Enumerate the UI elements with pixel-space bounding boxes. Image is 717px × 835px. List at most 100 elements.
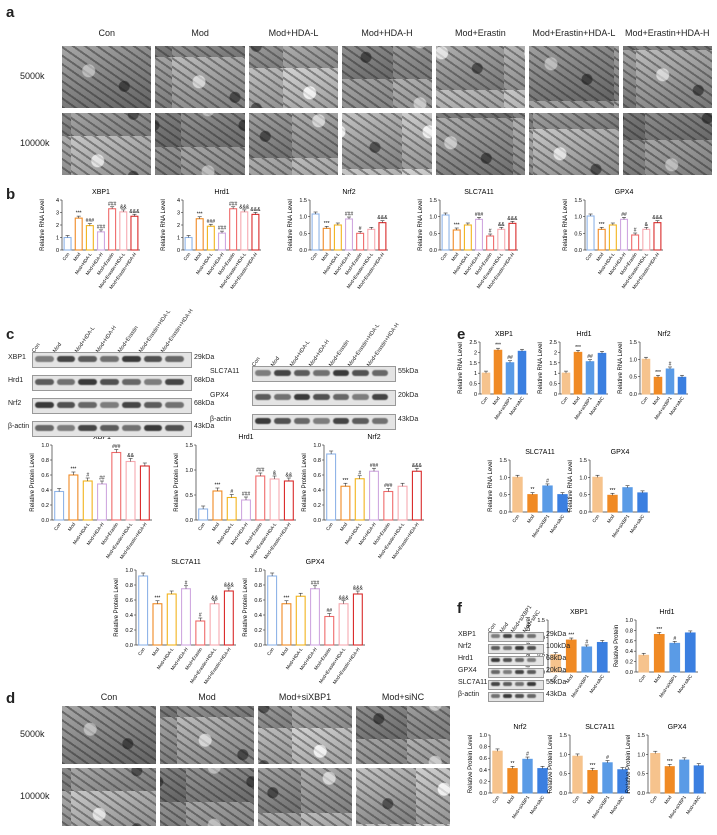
panel-letter-a: a — [6, 4, 15, 21]
y-tick-label: 2 — [177, 223, 180, 229]
x-tick-label: Mod+siXBP1 — [493, 395, 513, 420]
blot-c-left-protein-label: XBP1 — [8, 354, 26, 361]
y-tick-label: 0.6 — [313, 473, 321, 479]
significance-label: *** — [155, 595, 161, 601]
y-axis-label: Relative RNA Level — [538, 342, 544, 394]
y-tick-label: 0.0 — [299, 248, 307, 254]
significance-label: *** — [599, 222, 605, 228]
x-tick-label: Mod — [653, 673, 662, 684]
panel-letter-e: e — [457, 326, 466, 343]
y-tick-label: 0.5 — [637, 772, 645, 778]
blot-c-right-band — [332, 370, 350, 376]
x-tick-label: Mod+HDA-H — [170, 647, 189, 671]
bar — [152, 603, 163, 646]
y-tick-label: 1 — [177, 236, 180, 242]
y-tick-label: 0.4 — [254, 613, 262, 619]
x-tick-label: Mod+Erastin — [96, 251, 115, 275]
blot-c-left-band — [35, 379, 54, 385]
bar — [463, 224, 472, 251]
bar — [378, 222, 387, 251]
blot-c-right-band — [274, 394, 291, 400]
x-tick-label: Mod+siXBP1 — [531, 513, 551, 538]
blot-c-right-band — [313, 418, 330, 424]
bar — [572, 755, 583, 794]
blot-c-left-band — [78, 425, 98, 431]
significance-label: ### — [384, 483, 393, 489]
bar — [267, 575, 278, 646]
x-tick-label: Mod+siXBP1 — [573, 395, 593, 420]
significance-label: *** — [590, 763, 596, 769]
bar — [557, 494, 568, 513]
panel_d-micrograph — [160, 706, 254, 764]
y-tick-label: 1.0 — [41, 443, 49, 449]
bar — [596, 641, 608, 673]
y-tick-label: 0.8 — [254, 583, 262, 589]
x-tick-label: Mod — [151, 646, 160, 657]
y-tick-label: 1.0 — [429, 215, 437, 221]
bar — [522, 758, 533, 794]
significance-label: ### — [97, 224, 106, 230]
bar — [581, 646, 593, 673]
blot-f-band — [503, 658, 512, 662]
y-axis-label: Relative Protein Level — [243, 578, 249, 636]
x-tick-label: Mod+HDA-L — [597, 251, 616, 275]
x-tick-label: Con — [584, 251, 593, 261]
y-tick-label: 0.2 — [479, 779, 487, 785]
x-tick-label: Mod+Erastin — [372, 521, 391, 545]
significance-label: *** — [197, 211, 203, 217]
bar — [650, 753, 661, 794]
bar — [679, 759, 690, 794]
y-tick-label: 2.5 — [469, 340, 477, 346]
x-tick-label: Mod+Erastin — [344, 251, 363, 275]
y-axis-label: Relative RNA Level — [488, 460, 494, 512]
y-tick-label: 1.5 — [299, 198, 307, 204]
blot-c-left-band — [56, 402, 76, 408]
y-tick-label: 1.0 — [629, 357, 637, 363]
significance-label: # — [546, 478, 549, 484]
chart-title: XBP1 — [92, 189, 110, 196]
bar — [108, 208, 117, 251]
significance-label: *** — [667, 759, 673, 765]
bar — [139, 465, 150, 521]
blot-f-band — [503, 646, 512, 650]
blot-f-band — [515, 658, 524, 662]
blot-c-left-band — [78, 356, 98, 362]
significance-label: &&& — [652, 215, 663, 221]
bar — [586, 215, 595, 251]
x-tick-label: Mod+HDA-H — [85, 252, 104, 276]
bar — [184, 236, 193, 251]
bar — [54, 490, 65, 521]
blot-f-kda-label: 20kDa — [546, 667, 567, 674]
y-tick-label: 0.0 — [574, 248, 582, 254]
blot-c-left-band — [56, 356, 76, 362]
blot-f-band — [491, 682, 500, 686]
blot-c-right-band — [293, 394, 311, 400]
x-tick-label: Mod+HDA-H — [463, 252, 482, 276]
panel_d-condition-label: Con — [100, 692, 118, 702]
bar — [597, 228, 606, 251]
bar — [354, 478, 365, 521]
significance-label: && — [120, 204, 127, 210]
y-tick-label: 0.8 — [41, 458, 49, 464]
chart-title: GPX4 — [306, 559, 325, 566]
x-tick-label: Mod+siNC — [668, 395, 685, 416]
panel-letter-d: d — [6, 690, 16, 707]
bar — [212, 490, 223, 521]
x-tick-label: Mod+siXBP1 — [658, 673, 678, 698]
panel_d-micrograph — [356, 768, 450, 826]
blot-c-left-lane-label: Mod+HDA-H — [95, 324, 119, 354]
bar — [585, 361, 595, 395]
chart-b4: SLC7A11 0.0 0.5 1.0 1.5 Relative RNA Level Con… — [418, 189, 518, 290]
y-tick-label: 0.0 — [559, 791, 567, 797]
y-tick-label: 0.0 — [429, 248, 437, 254]
bar — [411, 470, 422, 521]
x-tick-label: Con — [137, 646, 146, 656]
chart-f3: Nrf2 0.0 0.2 0.4 0.6 0.8 1.0 Relative Protein L… — [468, 724, 550, 819]
y-tick-label: 2.5 — [549, 340, 557, 346]
y-tick-label: 1.0 — [625, 618, 633, 624]
x-tick-label: Mod+siXBP1 — [570, 673, 590, 698]
blot-c-left-band — [35, 425, 54, 431]
blot-c-right-kda-label: 20kDa — [398, 392, 419, 399]
bar — [561, 372, 571, 395]
significance-label: *** — [656, 627, 662, 633]
